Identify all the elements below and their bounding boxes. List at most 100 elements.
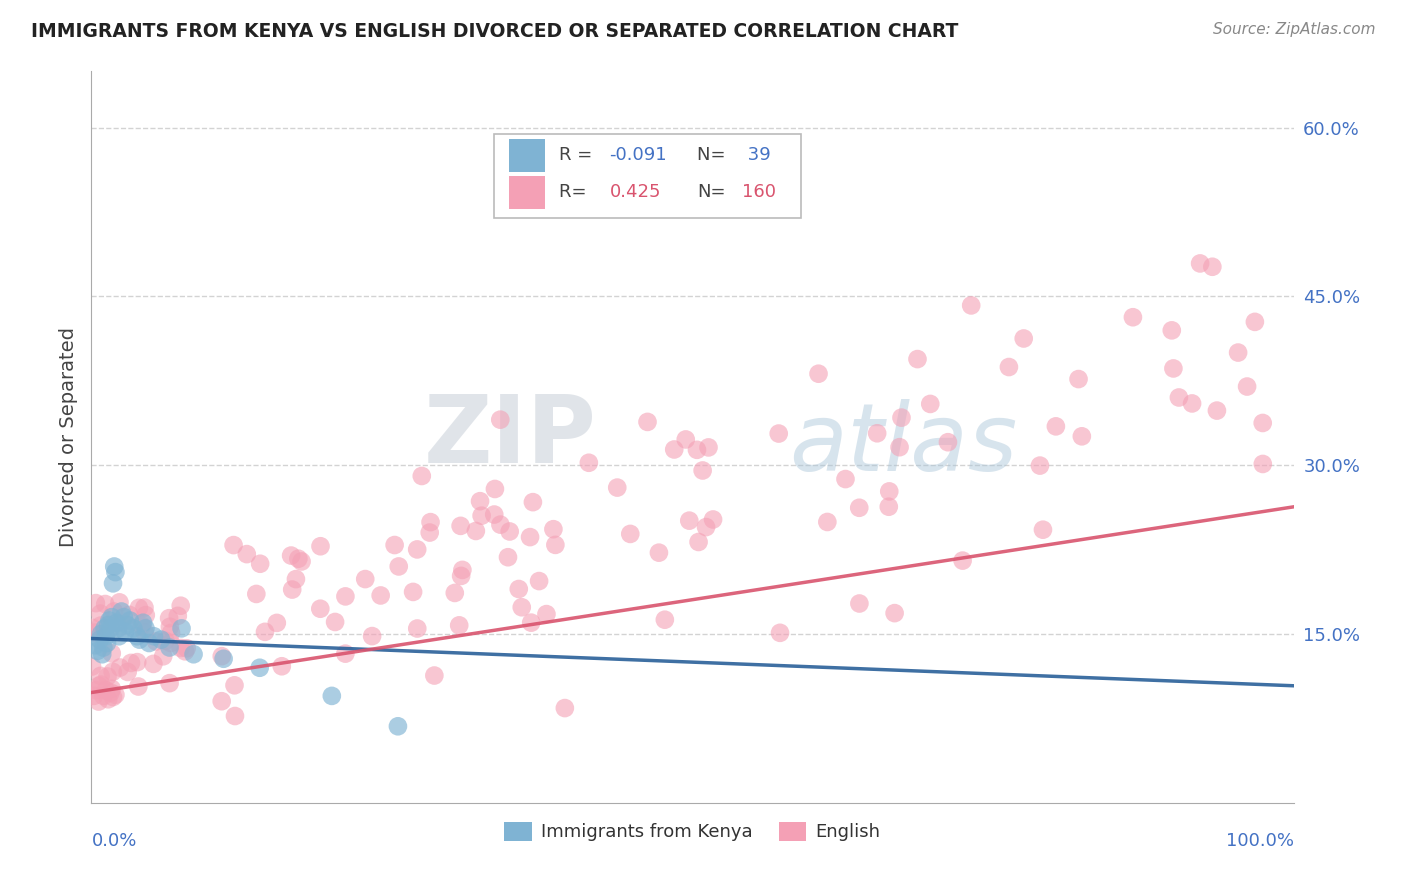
Point <box>287 551 309 566</box>
Y-axis label: Divorced or Separated: Divorced or Separated <box>59 327 77 547</box>
Point <box>536 607 558 621</box>
Point <box>236 547 259 561</box>
Point <box>848 597 870 611</box>
Point <box>335 590 357 604</box>
Point <box>606 481 628 495</box>
Point <box>1251 416 1274 430</box>
Point <box>406 542 429 557</box>
Point <box>94 629 117 643</box>
Text: 0.0%: 0.0% <box>91 832 136 850</box>
Point <box>135 608 157 623</box>
Point <box>224 709 246 723</box>
Point <box>100 621 122 635</box>
Point <box>159 636 181 650</box>
Point <box>423 668 446 682</box>
Point <box>212 652 235 666</box>
Point <box>1236 379 1258 393</box>
Point <box>104 565 127 579</box>
Point <box>702 512 724 526</box>
Point <box>83 689 105 703</box>
Point <box>866 426 889 441</box>
Point <box>920 397 942 411</box>
Point <box>90 618 112 632</box>
Point <box>84 683 107 698</box>
Text: atlas: atlas <box>789 399 1017 490</box>
Point <box>142 629 165 643</box>
Point <box>370 589 392 603</box>
Point <box>80 621 103 635</box>
Point <box>654 613 676 627</box>
Point <box>695 520 717 534</box>
Point <box>128 600 150 615</box>
Point <box>122 621 145 635</box>
Point <box>309 601 332 615</box>
Point <box>94 597 117 611</box>
FancyBboxPatch shape <box>509 139 544 172</box>
FancyBboxPatch shape <box>509 176 544 209</box>
Point <box>224 678 246 692</box>
Text: IMMIGRANTS FROM KENYA VS ENGLISH DIVORCED OR SEPARATED CORRELATION CHART: IMMIGRANTS FROM KENYA VS ENGLISH DIVORCE… <box>31 22 959 41</box>
Point <box>877 500 900 514</box>
Point <box>675 433 697 447</box>
Point <box>157 611 180 625</box>
Point <box>142 657 165 671</box>
Point <box>815 515 838 529</box>
Point <box>578 456 600 470</box>
Point <box>508 582 530 596</box>
Point <box>361 629 384 643</box>
Point <box>411 469 433 483</box>
Point <box>128 632 150 647</box>
Point <box>1070 429 1092 443</box>
Point <box>118 614 141 628</box>
Point <box>107 621 129 635</box>
Point <box>936 435 959 450</box>
Point <box>384 538 406 552</box>
Point <box>97 692 120 706</box>
Point <box>678 514 700 528</box>
Point <box>97 618 120 632</box>
Point <box>211 694 233 708</box>
Text: N=: N= <box>697 183 725 201</box>
Point <box>134 621 156 635</box>
Point <box>499 524 522 539</box>
Point <box>87 679 110 693</box>
Point <box>1244 315 1267 329</box>
Point <box>686 442 709 457</box>
Point <box>522 495 544 509</box>
Point <box>270 659 292 673</box>
Point <box>101 576 124 591</box>
Point <box>387 719 409 733</box>
Text: 160: 160 <box>742 183 776 201</box>
Point <box>249 661 271 675</box>
Point <box>419 525 441 540</box>
Point <box>90 678 112 692</box>
Point <box>222 538 245 552</box>
Point <box>131 619 153 633</box>
Point <box>93 621 115 635</box>
Point <box>419 515 441 529</box>
Point <box>281 582 304 597</box>
Point <box>952 553 974 567</box>
Point <box>402 585 425 599</box>
Point <box>145 634 167 648</box>
Point <box>120 656 142 670</box>
Point <box>91 647 114 661</box>
Point <box>101 681 124 696</box>
Text: -0.091: -0.091 <box>610 146 666 164</box>
Point <box>117 665 139 679</box>
Point <box>449 618 471 632</box>
Point <box>323 615 346 629</box>
Point <box>132 615 155 630</box>
Point <box>98 614 121 628</box>
Point <box>159 620 181 634</box>
Point <box>697 441 720 455</box>
Point <box>112 610 135 624</box>
Point <box>543 522 565 536</box>
Point <box>637 415 659 429</box>
Point <box>290 554 312 568</box>
Point <box>527 574 550 588</box>
Point <box>335 647 357 661</box>
Point <box>406 622 429 636</box>
Point <box>688 535 710 549</box>
Point <box>105 615 128 630</box>
